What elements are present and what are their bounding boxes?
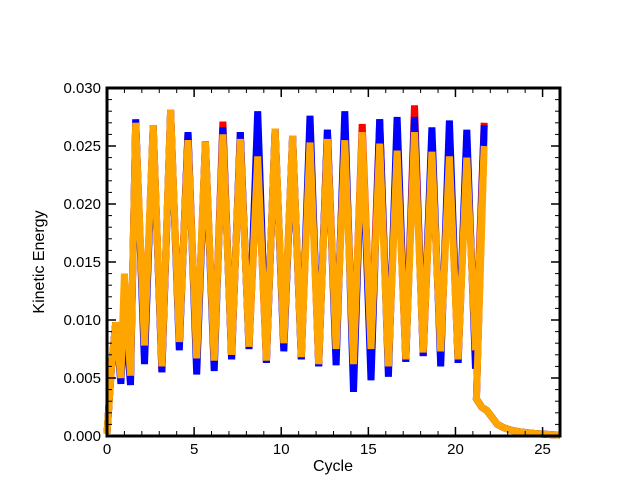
y-tick-label: 0.025 <box>63 138 101 155</box>
x-tick-label: 0 <box>103 441 111 458</box>
y-tick-label: 0.030 <box>63 80 101 97</box>
y-tick-label: 0.010 <box>63 312 101 329</box>
y-axis-title: Kinetic Energy <box>31 210 48 313</box>
x-tick-label: 10 <box>273 441 290 458</box>
x-tick-label: 15 <box>360 441 377 458</box>
ticks-layer: 0 5 10 15 20 25 0.000 0.005 0.010 0.015 0.020 0.025… <box>63 80 560 458</box>
x-tick-label: 25 <box>534 441 551 458</box>
series-line-3 <box>103 109 561 439</box>
x-tick-label: 5 <box>190 441 198 458</box>
y-tick-label: 0.005 <box>63 370 101 387</box>
y-tick-label: 0.020 <box>63 196 101 213</box>
x-tick-label: 20 <box>447 441 464 458</box>
y-tick-label: 0.015 <box>63 254 101 271</box>
x-axis-title: Cycle <box>313 458 353 475</box>
y-tick-label: 0.000 <box>63 428 101 445</box>
series-layer <box>103 105 561 439</box>
